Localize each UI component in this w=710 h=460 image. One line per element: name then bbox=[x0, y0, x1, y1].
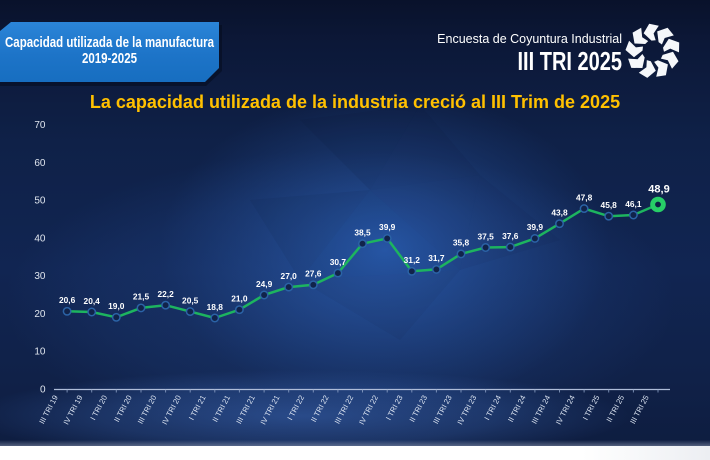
svg-text:37,6: 37,6 bbox=[502, 231, 519, 241]
svg-text:20,6: 20,6 bbox=[59, 295, 76, 305]
svg-text:II TRI 20: II TRI 20 bbox=[112, 394, 134, 424]
svg-text:III TRI 21: III TRI 21 bbox=[234, 394, 257, 426]
svg-text:31,2: 31,2 bbox=[404, 255, 421, 265]
svg-text:43,8: 43,8 bbox=[551, 208, 568, 218]
svg-text:0: 0 bbox=[40, 384, 46, 395]
svg-text:I TRI 21: I TRI 21 bbox=[187, 394, 208, 422]
svg-text:31,7: 31,7 bbox=[428, 253, 445, 263]
svg-text:27,6: 27,6 bbox=[305, 269, 322, 279]
svg-text:37,5: 37,5 bbox=[477, 231, 494, 241]
svg-text:I TRI 23: I TRI 23 bbox=[384, 394, 405, 422]
svg-text:IV TRI 19: IV TRI 19 bbox=[62, 394, 85, 426]
svg-text:39,9: 39,9 bbox=[527, 222, 544, 232]
svg-text:IV TRI 22: IV TRI 22 bbox=[357, 394, 380, 426]
svg-text:IV TRI 21: IV TRI 21 bbox=[259, 394, 282, 426]
svg-text:35,8: 35,8 bbox=[453, 238, 470, 248]
svg-text:45,8: 45,8 bbox=[601, 200, 618, 210]
svg-text:II TRI 25: II TRI 25 bbox=[605, 394, 627, 424]
svg-text:III TRI 22: III TRI 22 bbox=[333, 394, 356, 426]
svg-text:III TRI 25: III TRI 25 bbox=[628, 394, 651, 426]
svg-text:IV TRI 24: IV TRI 24 bbox=[554, 394, 577, 426]
svg-text:46,1: 46,1 bbox=[625, 199, 642, 209]
svg-text:40: 40 bbox=[34, 233, 46, 244]
svg-text:70: 70 bbox=[34, 120, 46, 131]
svg-text:III TRI 23: III TRI 23 bbox=[431, 394, 454, 426]
svg-text:I TRI 24: I TRI 24 bbox=[483, 394, 504, 422]
svg-text:20: 20 bbox=[34, 309, 46, 320]
svg-text:IV TRI 20: IV TRI 20 bbox=[160, 394, 183, 426]
svg-text:I TRI 25: I TRI 25 bbox=[581, 394, 602, 422]
svg-text:21,0: 21,0 bbox=[231, 294, 248, 304]
svg-text:III TRI 20: III TRI 20 bbox=[136, 394, 159, 426]
svg-text:19,0: 19,0 bbox=[108, 301, 125, 311]
svg-text:III TRI 19: III TRI 19 bbox=[37, 394, 60, 426]
svg-text:IV TRI 23: IV TRI 23 bbox=[455, 394, 478, 426]
svg-text:22,2: 22,2 bbox=[157, 289, 174, 299]
svg-text:38,5: 38,5 bbox=[354, 228, 371, 238]
svg-text:39,9: 39,9 bbox=[379, 222, 396, 232]
svg-text:27,0: 27,0 bbox=[281, 271, 298, 281]
svg-text:20,5: 20,5 bbox=[182, 295, 199, 305]
svg-text:II TRI 21: II TRI 21 bbox=[211, 394, 233, 424]
svg-text:II TRI 23: II TRI 23 bbox=[408, 394, 430, 424]
svg-text:21,5: 21,5 bbox=[133, 292, 150, 302]
svg-text:I TRI 20: I TRI 20 bbox=[89, 394, 110, 422]
svg-text:30: 30 bbox=[34, 271, 46, 282]
svg-text:I TRI 22: I TRI 22 bbox=[286, 394, 307, 422]
svg-text:47,8: 47,8 bbox=[576, 192, 593, 202]
svg-text:24,9: 24,9 bbox=[256, 279, 273, 289]
svg-text:48,9: 48,9 bbox=[648, 184, 669, 196]
svg-text:20,4: 20,4 bbox=[84, 296, 101, 306]
svg-text:10: 10 bbox=[34, 347, 46, 358]
svg-text:II TRI 22: II TRI 22 bbox=[309, 394, 331, 424]
svg-text:II TRI 24: II TRI 24 bbox=[506, 394, 528, 424]
svg-text:30,7: 30,7 bbox=[330, 257, 347, 267]
svg-text:50: 50 bbox=[34, 196, 46, 207]
svg-text:60: 60 bbox=[34, 158, 46, 169]
svg-text:18,8: 18,8 bbox=[207, 302, 224, 312]
svg-text:III TRI 24: III TRI 24 bbox=[530, 394, 553, 426]
